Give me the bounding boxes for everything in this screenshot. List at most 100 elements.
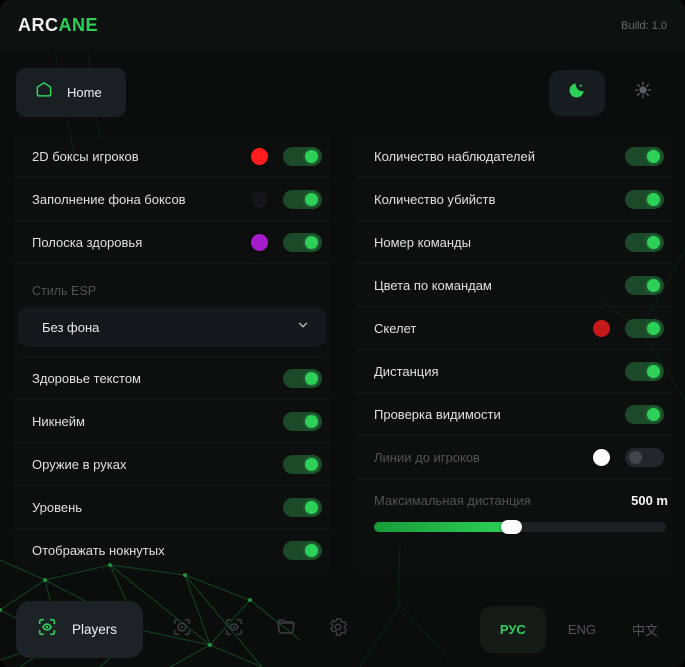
setting-controls xyxy=(625,404,668,424)
language-switcher: РУС ENG 中文 xyxy=(479,604,672,655)
language-option-zh[interactable]: 中文 xyxy=(631,623,658,638)
setting-label: Отображать нокнутых xyxy=(32,543,165,558)
toggle-knob xyxy=(647,235,660,249)
settings-column-right: Количество наблюдателей Количество убийст… xyxy=(356,135,672,572)
players-label: Players xyxy=(72,622,118,637)
toggle-switch[interactable] xyxy=(625,146,664,166)
setting-row: Здоровье текстом xyxy=(14,357,330,400)
setting-row: Дистанция xyxy=(356,350,672,393)
color-swatch[interactable] xyxy=(593,448,610,466)
select-value: Без фона xyxy=(42,319,100,335)
section-label-row: Стиль ESP xyxy=(14,264,330,298)
folder-button[interactable] xyxy=(273,617,299,643)
toggle-knob xyxy=(647,149,660,163)
toggle-switch[interactable] xyxy=(283,497,322,517)
bottom-nav: Players xyxy=(16,601,351,658)
setting-label: Дистанция xyxy=(374,363,439,379)
distance-slider[interactable] xyxy=(374,520,666,534)
setting-row: Количество убийств xyxy=(356,178,672,221)
toggle-switch[interactable] xyxy=(283,541,322,560)
toggle-switch[interactable] xyxy=(283,368,322,388)
setting-row: Проверка видимости xyxy=(356,393,672,436)
toggle-switch[interactable] xyxy=(625,447,664,467)
toggle-knob xyxy=(647,407,660,421)
language-option-eng[interactable]: ENG xyxy=(567,622,596,637)
toggle-switch[interactable] xyxy=(283,189,322,209)
setting-controls xyxy=(283,541,326,560)
toggle-knob xyxy=(305,500,318,514)
setting-controls xyxy=(251,232,326,252)
color-swatch[interactable] xyxy=(251,190,268,208)
setting-label: Номер команды xyxy=(374,234,471,250)
theme-switcher xyxy=(549,69,671,116)
language-option-rus[interactable]: РУС xyxy=(479,606,546,653)
moon-icon xyxy=(567,80,587,105)
setting-row: Цвета по командам xyxy=(356,264,672,307)
toggle-knob xyxy=(305,371,318,385)
dark-mode-button[interactable] xyxy=(549,69,605,116)
gear-button[interactable] xyxy=(325,617,351,643)
toggle-switch[interactable] xyxy=(625,232,664,252)
aim-button[interactable] xyxy=(169,617,195,643)
folder-icon xyxy=(275,616,297,643)
setting-label: Количество наблюдателей xyxy=(374,148,535,164)
sun-icon xyxy=(634,81,652,104)
setting-label: Скелет xyxy=(374,320,417,336)
home-button[interactable]: Home xyxy=(16,68,126,117)
setting-controls xyxy=(251,146,326,166)
app-logo: ARCANE xyxy=(18,15,99,35)
tool-icons xyxy=(169,617,351,643)
scan-eye-icon xyxy=(223,616,245,643)
toggle-knob xyxy=(305,457,318,471)
toggle-knob xyxy=(305,149,318,163)
toggle-switch[interactable] xyxy=(625,275,664,295)
toggle-switch[interactable] xyxy=(625,189,664,209)
toggle-switch[interactable] xyxy=(625,318,664,338)
setting-controls xyxy=(625,146,668,166)
color-swatch[interactable] xyxy=(251,147,268,165)
esp-style-select[interactable]: Без фона xyxy=(18,307,326,347)
setting-label: Здоровье текстом xyxy=(32,370,141,386)
players-tab-button[interactable]: Players xyxy=(16,601,144,658)
setting-label: Никнейм xyxy=(32,413,85,429)
settings-grid: 2D боксы игроков Заполнение фона боксов По… xyxy=(0,117,685,572)
toggle-knob xyxy=(647,364,660,378)
aim-icon xyxy=(171,616,193,643)
setting-controls xyxy=(251,189,326,209)
setting-label: 2D боксы игроков xyxy=(32,148,139,164)
setting-row: Количество наблюдателей xyxy=(356,135,672,178)
color-swatch[interactable] xyxy=(593,319,610,337)
setting-label: Уровень xyxy=(32,499,83,515)
setting-controls xyxy=(283,454,326,474)
setting-label: Оружие в руках xyxy=(32,456,127,472)
title-bar: ARCANE Build: 1.0 xyxy=(0,0,685,52)
light-mode-button[interactable] xyxy=(615,70,671,116)
setting-row: Заполнение фона боксов xyxy=(14,178,330,221)
toggle-switch[interactable] xyxy=(625,404,664,424)
toggle-switch[interactable] xyxy=(283,146,322,166)
toggle-switch[interactable] xyxy=(283,454,322,474)
home-label: Home xyxy=(67,85,102,100)
setting-label: Количество убийств xyxy=(374,191,496,207)
bottom-bar: Players РУС ENG 中文 xyxy=(16,601,672,658)
setting-row: Уровень xyxy=(14,486,330,529)
slider-thumb[interactable] xyxy=(501,520,523,534)
setting-controls xyxy=(625,232,668,252)
setting-controls xyxy=(625,189,668,209)
home-icon xyxy=(34,80,54,105)
scan-eye-button[interactable] xyxy=(221,617,247,643)
scan-eye-icon xyxy=(36,616,58,643)
setting-row: 2D боксы игроков xyxy=(14,135,330,178)
toggle-switch[interactable] xyxy=(625,361,664,381)
setting-row: Отображать нокнутых xyxy=(14,529,330,572)
setting-controls xyxy=(593,318,668,338)
color-swatch[interactable] xyxy=(251,233,268,251)
setting-controls xyxy=(283,497,326,517)
setting-row: Номер команды xyxy=(356,221,672,264)
section-label: Стиль ESP xyxy=(32,284,97,298)
toggle-knob xyxy=(305,544,318,557)
toggle-switch[interactable] xyxy=(283,411,322,431)
toggle-knob xyxy=(647,192,660,206)
toggle-switch[interactable] xyxy=(283,232,322,252)
settings-column-left: 2D боксы игроков Заполнение фона боксов По… xyxy=(14,135,330,572)
